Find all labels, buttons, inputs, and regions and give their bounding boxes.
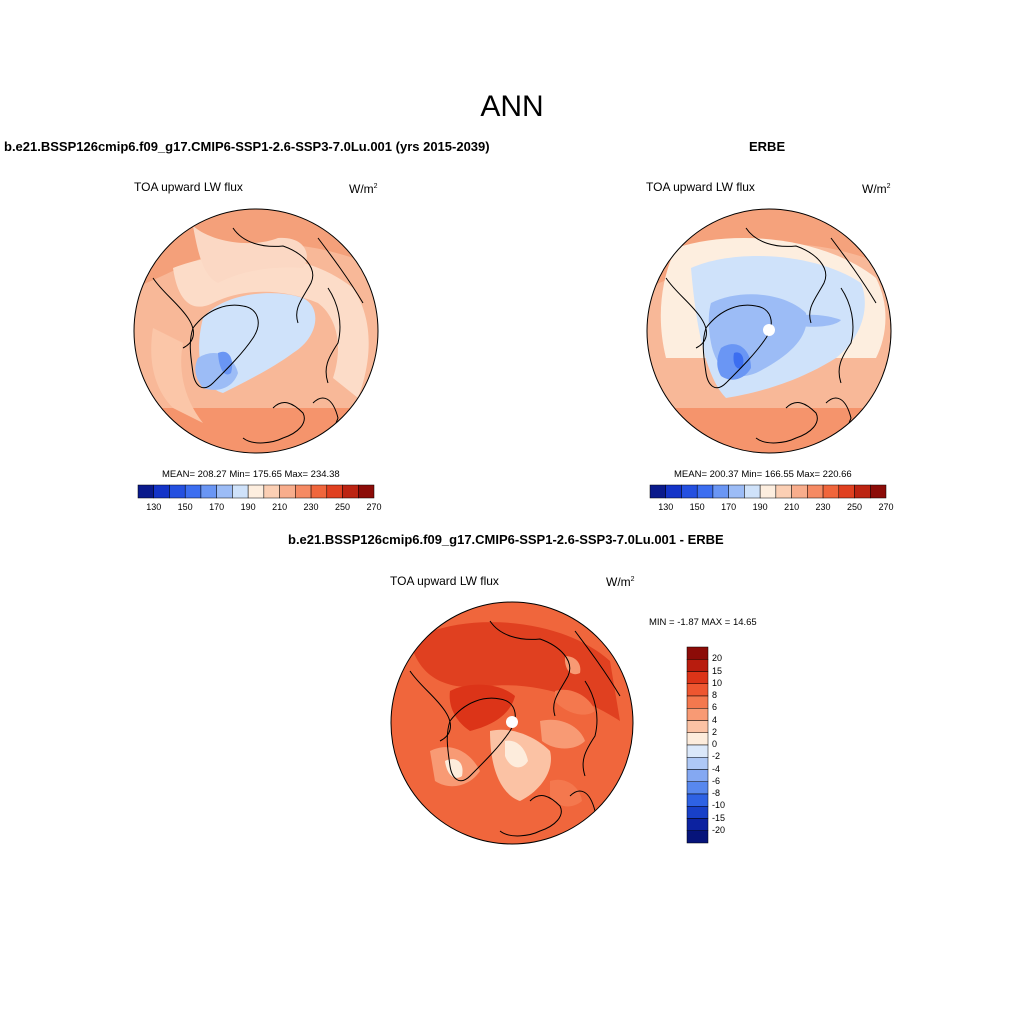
panel3-units-label: W/m2 [606, 575, 635, 589]
panel1-colorbar-tick-label: 250 [335, 502, 351, 512]
panel1-colorbar-swatch [232, 484, 249, 499]
panel2-colorbar-swatch [712, 484, 729, 499]
panel1-colorbar-swatch [184, 484, 202, 499]
panel1-colorbar-swatch [295, 484, 312, 499]
panel1-colorbar-swatch [263, 484, 280, 499]
panel3-minmax: MIN = -1.87 MAX = 14.65 [649, 617, 757, 628]
panel2-colorbar-tick-label: 250 [847, 502, 863, 512]
panel3-colorbar-swatch [686, 744, 709, 758]
panel1-colorbar [137, 484, 375, 499]
panel3-colorbar-tick-label: 15 [712, 665, 723, 676]
panel3-colorbar-tick-label: -6 [712, 775, 721, 786]
panel1-colorbar-swatch [310, 484, 328, 499]
panel1-colorbar-tick-label: 150 [177, 502, 193, 512]
panel1-colorbar-swatch [216, 484, 233, 499]
panel3-colorbar-tick-label: 4 [712, 714, 718, 725]
panel3-colorbar-tick-label: -20 [712, 824, 726, 835]
panel2-colorbar-tick-label: 130 [658, 502, 674, 512]
panel1-case-title: b.e21.BSSP126cmip6.f09_g17.CMIP6-SSP1-2.… [4, 139, 490, 154]
panel1-units-label: W/m2 [349, 182, 378, 196]
panel2-units-label: W/m2 [862, 182, 891, 196]
panel2-colorbar-tick-label: 230 [815, 502, 831, 512]
panel2-colorbar-swatch [838, 484, 855, 499]
panel3-colorbar-tick-label: 8 [712, 690, 718, 700]
panel3-case-title: b.e21.BSSP126cmip6.f09_g17.CMIP6-SSP1-2.… [288, 532, 724, 547]
panel1-colorbar-tick-label: 210 [272, 502, 288, 512]
panel1-colorbar-tick-label: 170 [209, 502, 225, 512]
panel3-colorbar-swatch [686, 671, 709, 684]
panel1-colorbar-swatch [326, 484, 343, 499]
panel3-colorbar-swatch [686, 695, 709, 709]
panel2-colorbar-swatch [759, 484, 777, 499]
panel3-colorbar-swatch [686, 781, 709, 795]
panel3-colorbar-swatch [686, 683, 709, 697]
panel2-colorbar-swatch [775, 484, 792, 499]
panel3-colorbar-swatch [686, 769, 709, 782]
panel3-colorbar-tick-label: -10 [712, 800, 726, 811]
panel1-colorbar-tick-label: 190 [240, 502, 256, 512]
panel1-colorbar-swatch [153, 484, 170, 499]
panel1-variable-label: TOA upward LW flux [134, 180, 243, 194]
panel2-colorbar-tick-label: 170 [721, 502, 737, 512]
panel3-colorbar-tick-label: -2 [712, 751, 721, 762]
panel2-polar-map [646, 208, 892, 454]
panel2-colorbar-swatch [791, 484, 808, 499]
panel3-colorbar-tick-label: 0 [712, 739, 718, 749]
panel3-colorbar-swatch [686, 720, 709, 733]
panel2-colorbar [649, 484, 887, 499]
panel1-colorbar-swatch [358, 484, 375, 499]
panel2-colorbar-swatch [696, 484, 714, 499]
panel3-colorbar-tick-label: 20 [712, 653, 723, 664]
panel1-colorbar-swatch [342, 484, 359, 499]
panel3-colorbar-swatch [686, 708, 709, 721]
panel1-colorbar-swatch [200, 484, 217, 499]
panel2-colorbar-swatch [854, 484, 871, 499]
panel3-colorbar-tick-label: 2 [712, 726, 718, 737]
panel3-colorbar-swatch [686, 830, 709, 844]
panel3-colorbar-swatch [686, 732, 709, 746]
panel2-variable-label: TOA upward LW flux [646, 180, 755, 194]
panel3-colorbar-swatch [686, 818, 709, 831]
panel2-colorbar-tick-label: 270 [878, 502, 894, 512]
panel1-colorbar-tick-label: 270 [366, 502, 382, 512]
panel2-colorbar-tick-label: 210 [784, 502, 800, 512]
panel3-colorbar-tick-label: -8 [712, 788, 721, 798]
panel3-colorbar-tick-label: 10 [712, 677, 723, 688]
panel2-colorbar-tick-label: 150 [689, 502, 705, 512]
panel2-case-title: ERBE [749, 139, 786, 154]
panel3-colorbar-swatch [686, 793, 709, 807]
panel1-polar-map [133, 208, 379, 454]
panel2-colorbar-swatch [681, 484, 698, 499]
panel2-colorbar-swatch [728, 484, 745, 499]
panel3-colorbar-swatch [686, 646, 709, 660]
panel2-colorbar-swatch [744, 484, 761, 499]
panel2-colorbar-swatch [665, 484, 682, 499]
panel2-colorbar-swatch [649, 484, 666, 499]
panel3-colorbar-swatch [686, 806, 709, 819]
panel1-colorbar-swatch [169, 484, 186, 499]
panel3-colorbar-swatch [686, 757, 709, 770]
panel1-colorbar-swatch [279, 484, 296, 499]
page-title: ANN [480, 90, 544, 123]
panel3-colorbar [686, 646, 709, 844]
panel1-colorbar-swatch [247, 484, 265, 499]
panel3-polar-map [390, 601, 634, 845]
panel3-colorbar-tick-label: -15 [712, 812, 726, 823]
panel2-stats: MEAN= 200.37 Min= 166.55 Max= 220.66 [674, 469, 852, 480]
panel3-colorbar-tick-label: -4 [712, 763, 721, 774]
panel3-colorbar-swatch [686, 659, 709, 672]
panel3-colorbar-tick-label: 6 [712, 702, 718, 713]
panel3-variable-label: TOA upward LW flux [390, 574, 499, 588]
panel1-stats: MEAN= 208.27 Min= 175.65 Max= 234.38 [162, 469, 340, 480]
panel2-colorbar-swatch [870, 484, 887, 499]
panel2-colorbar-swatch [807, 484, 824, 499]
panel1-colorbar-tick-label: 230 [303, 502, 319, 512]
panel2-colorbar-tick-label: 190 [752, 502, 768, 512]
panel2-colorbar-swatch [822, 484, 840, 499]
panel1-colorbar-tick-label: 130 [146, 502, 162, 512]
panel1-colorbar-swatch [137, 484, 154, 499]
